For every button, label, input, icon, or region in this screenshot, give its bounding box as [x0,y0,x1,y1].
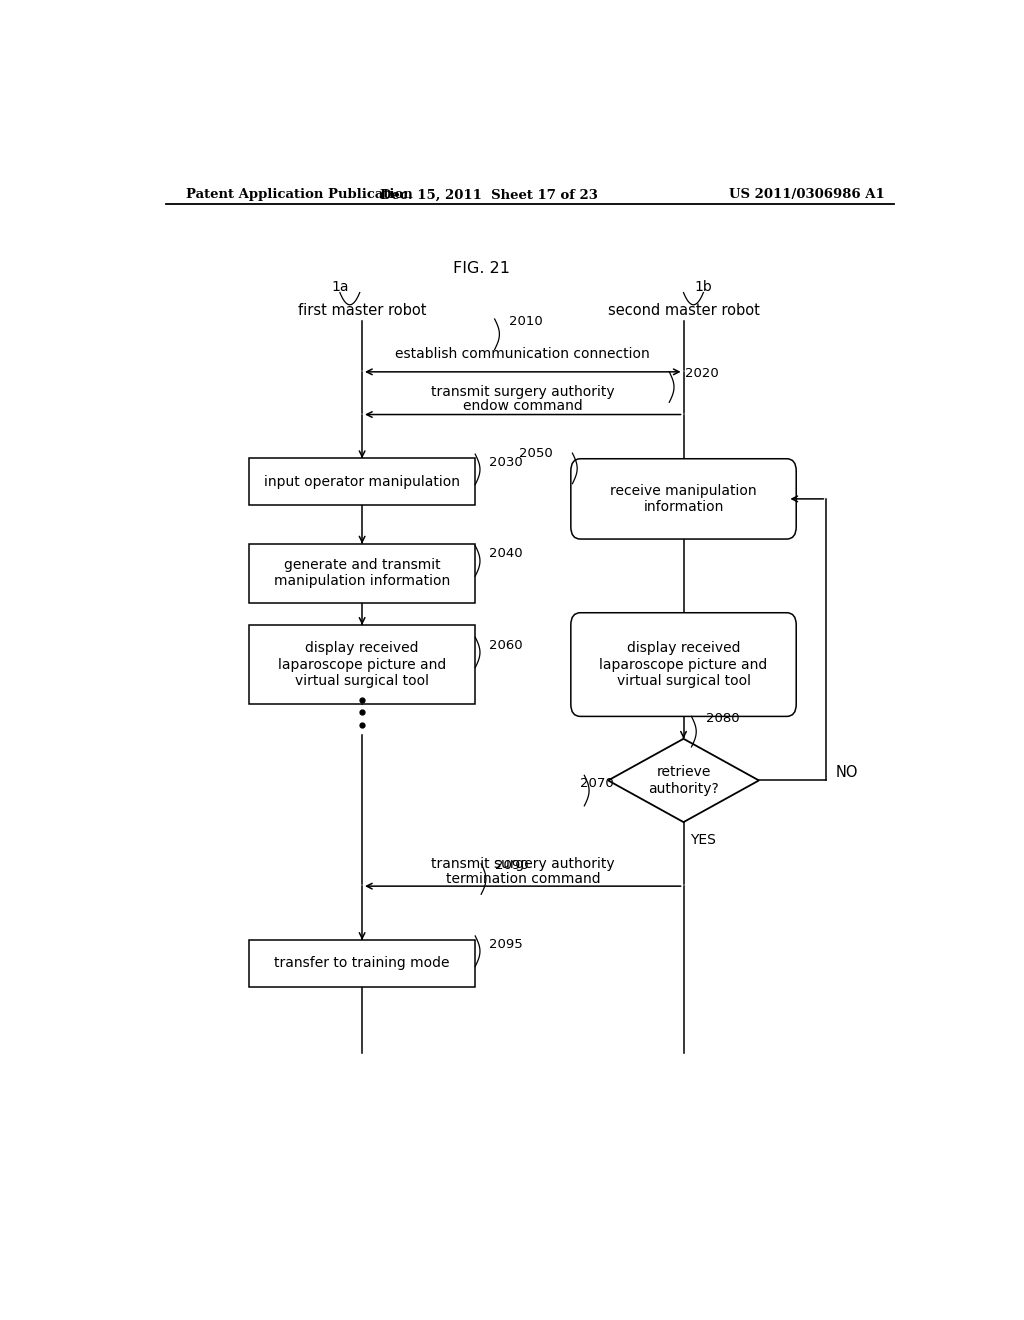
Text: FIG. 21: FIG. 21 [453,260,510,276]
Text: US 2011/0306986 A1: US 2011/0306986 A1 [729,189,885,202]
Text: establish communication connection: establish communication connection [395,347,650,360]
Text: NO: NO [836,764,858,780]
Text: input operator manipulation: input operator manipulation [264,475,460,488]
Text: 1b: 1b [694,280,713,294]
Text: 2060: 2060 [489,639,523,652]
Text: Patent Application Publication: Patent Application Publication [186,189,413,202]
Text: 2080: 2080 [706,711,739,725]
Text: 2090: 2090 [496,859,529,873]
FancyBboxPatch shape [249,544,475,602]
Text: 2010: 2010 [509,314,543,327]
Text: termination command: termination command [445,873,600,886]
Text: retrieve
authority?: retrieve authority? [648,766,719,796]
Text: display received
laparoscope picture and
virtual surgical tool: display received laparoscope picture and… [278,642,446,688]
Text: transmit surgery authority: transmit surgery authority [431,857,614,871]
Text: endow command: endow command [463,400,583,413]
Text: first master robot: first master robot [298,304,426,318]
FancyBboxPatch shape [570,612,797,717]
FancyBboxPatch shape [249,458,475,506]
Text: 2095: 2095 [489,937,523,950]
Text: Dec. 15, 2011  Sheet 17 of 23: Dec. 15, 2011 Sheet 17 of 23 [380,189,598,202]
Text: display received
laparoscope picture and
virtual surgical tool: display received laparoscope picture and… [599,642,768,688]
Polygon shape [608,739,759,822]
Text: 2050: 2050 [519,446,553,459]
FancyBboxPatch shape [249,624,475,704]
Text: 2070: 2070 [581,777,614,789]
Text: 2020: 2020 [685,367,719,380]
Text: 2030: 2030 [489,455,523,469]
Text: receive manipulation
information: receive manipulation information [610,484,757,513]
Text: 1a: 1a [331,280,348,294]
FancyBboxPatch shape [249,940,475,987]
Text: YES: YES [690,833,716,847]
Text: generate and transmit
manipulation information: generate and transmit manipulation infor… [274,558,451,589]
Text: second master robot: second master robot [607,304,760,318]
FancyBboxPatch shape [570,459,797,539]
Text: transmit surgery authority: transmit surgery authority [431,385,614,399]
Text: 2040: 2040 [489,548,523,560]
Text: transfer to training mode: transfer to training mode [274,957,450,970]
